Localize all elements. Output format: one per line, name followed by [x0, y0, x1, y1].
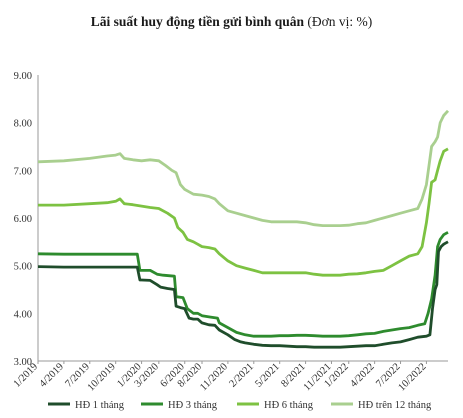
- series-line-2: [37, 231, 449, 338]
- x-tick-label: 10/2019: [86, 361, 118, 393]
- y-tick-label: 3.00: [14, 357, 32, 368]
- y-tick-label: 8.00: [14, 119, 32, 130]
- legend-label-4: HĐ trên 12 tháng: [358, 400, 432, 411]
- y-tick-label: 4.00: [14, 309, 32, 320]
- y-tick-label: 9.00: [14, 71, 32, 82]
- x-tick-label: 2/2021: [228, 361, 256, 389]
- legend-label-1: HĐ 1 tháng: [75, 400, 125, 411]
- chart-title: Lãi suất huy động tiền gửi bình quân: [90, 14, 305, 29]
- y-tick-label: 7.00: [14, 166, 32, 177]
- y-tick-label: 5.00: [14, 262, 32, 273]
- series-line-4: [37, 109, 450, 227]
- series-line-1: [37, 240, 449, 349]
- x-tick-label: 4/2019: [38, 361, 66, 389]
- x-tick-label: 10/2022: [396, 361, 428, 393]
- x-tick-label: 5/2021: [253, 361, 281, 389]
- legend-label-2: HĐ 3 tháng: [168, 400, 218, 411]
- x-tick-label: 4/2022: [348, 361, 376, 389]
- legend-label-3: HĐ 6 tháng: [264, 400, 314, 411]
- chart-title-block: Lãi suất huy động tiền gửi bình quân (Đơ…: [0, 14, 463, 30]
- x-tick-label: 11/2020: [198, 361, 230, 393]
- chart-subtitle: (Đơn vị: %): [307, 14, 373, 29]
- series-line-3: [38, 147, 449, 277]
- y-tick-label: 6.00: [14, 214, 32, 225]
